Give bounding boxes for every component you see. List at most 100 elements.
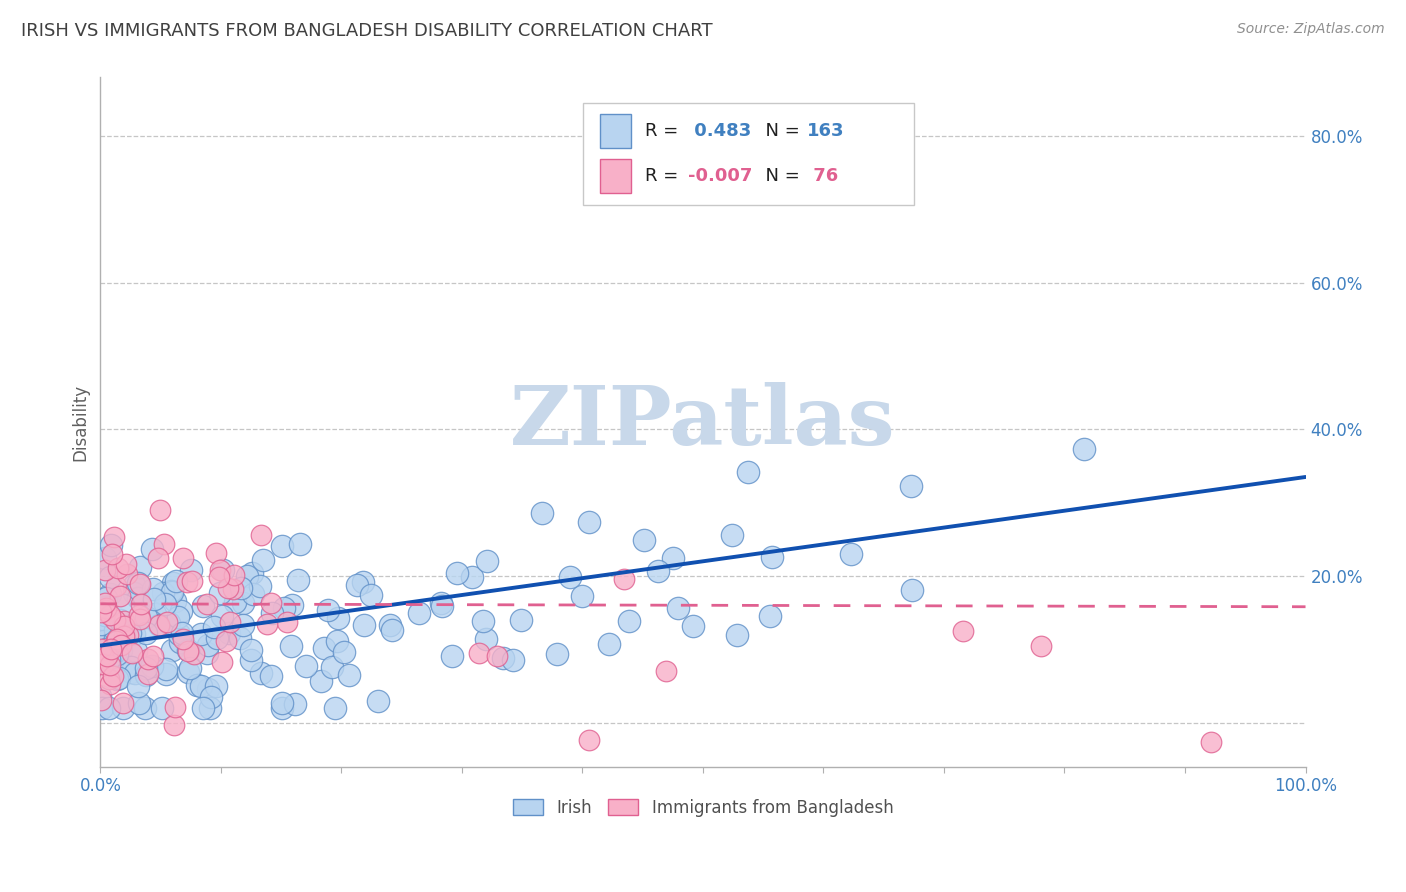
Point bbox=[112, 697, 135, 711]
Point bbox=[112, 614, 135, 628]
Point bbox=[262, 607, 284, 621]
Point bbox=[211, 655, 233, 669]
Point bbox=[134, 701, 156, 715]
Point bbox=[93, 603, 115, 617]
Point bbox=[91, 648, 114, 663]
Point bbox=[183, 647, 205, 661]
Point bbox=[98, 569, 121, 583]
Point bbox=[104, 630, 127, 644]
Point bbox=[190, 679, 212, 693]
Point bbox=[598, 637, 620, 651]
Point bbox=[461, 570, 484, 584]
Y-axis label: Disability: Disability bbox=[72, 384, 89, 460]
Point bbox=[141, 542, 163, 557]
Point bbox=[94, 597, 117, 611]
Point bbox=[492, 651, 515, 665]
Point bbox=[323, 701, 346, 715]
Point bbox=[108, 589, 131, 603]
Point bbox=[901, 582, 924, 597]
Point bbox=[91, 657, 114, 672]
Point bbox=[155, 666, 177, 681]
Point bbox=[666, 600, 689, 615]
Point bbox=[378, 617, 401, 632]
Point bbox=[91, 649, 114, 664]
Point bbox=[136, 652, 159, 666]
Point bbox=[105, 634, 128, 648]
Point bbox=[367, 694, 389, 708]
Point bbox=[284, 697, 307, 711]
Point bbox=[124, 586, 146, 600]
Point bbox=[346, 578, 368, 592]
Point bbox=[236, 569, 259, 583]
Point bbox=[153, 597, 176, 611]
Text: -0.007: -0.007 bbox=[688, 168, 752, 186]
Point bbox=[197, 638, 219, 652]
Point bbox=[208, 586, 231, 600]
Point bbox=[321, 660, 343, 674]
Point bbox=[759, 608, 782, 623]
Point bbox=[156, 615, 179, 630]
Point bbox=[224, 594, 246, 608]
Text: N =: N = bbox=[754, 168, 806, 186]
Point bbox=[316, 603, 339, 617]
Point bbox=[122, 627, 145, 641]
Point bbox=[578, 515, 600, 529]
Point bbox=[127, 575, 149, 590]
Point bbox=[839, 547, 862, 561]
Point bbox=[157, 615, 180, 630]
Point bbox=[118, 625, 141, 640]
Point bbox=[169, 635, 191, 649]
Point bbox=[94, 563, 117, 577]
Point bbox=[619, 614, 641, 628]
Point bbox=[276, 615, 298, 630]
Text: R =: R = bbox=[645, 122, 685, 140]
Point bbox=[408, 606, 430, 620]
Point bbox=[122, 577, 145, 591]
Point bbox=[150, 701, 173, 715]
Point bbox=[333, 645, 356, 659]
Point bbox=[662, 550, 685, 565]
Point bbox=[325, 634, 347, 648]
Point bbox=[172, 632, 194, 646]
Text: 0.483: 0.483 bbox=[688, 122, 751, 140]
Point bbox=[381, 623, 404, 637]
Point bbox=[205, 546, 228, 560]
Point bbox=[195, 597, 218, 611]
Point bbox=[135, 661, 157, 675]
Point bbox=[124, 665, 146, 680]
Point bbox=[280, 599, 302, 613]
Point bbox=[163, 718, 186, 732]
Point bbox=[100, 654, 122, 668]
Point bbox=[633, 533, 655, 547]
Point bbox=[142, 648, 165, 663]
Point bbox=[103, 530, 125, 544]
Point bbox=[259, 669, 281, 683]
Point bbox=[108, 613, 131, 627]
Point bbox=[193, 701, 215, 715]
Point bbox=[212, 563, 235, 577]
Point bbox=[224, 567, 246, 582]
Point bbox=[149, 503, 172, 517]
Point bbox=[165, 574, 187, 588]
Point bbox=[104, 613, 127, 627]
Point bbox=[170, 626, 193, 640]
Point bbox=[242, 566, 264, 580]
Point bbox=[191, 599, 214, 613]
Point bbox=[163, 700, 186, 714]
Point bbox=[353, 617, 375, 632]
Point bbox=[430, 599, 453, 613]
Point bbox=[232, 617, 254, 632]
Point bbox=[295, 658, 318, 673]
Point bbox=[93, 633, 115, 648]
Point bbox=[135, 609, 157, 624]
Point bbox=[613, 572, 636, 586]
Point bbox=[98, 677, 121, 691]
Point bbox=[530, 506, 553, 520]
Point bbox=[165, 594, 187, 608]
Point bbox=[181, 574, 204, 588]
Point bbox=[280, 639, 302, 653]
Point bbox=[209, 563, 232, 577]
Point bbox=[98, 658, 121, 673]
Point bbox=[148, 617, 170, 632]
Point bbox=[125, 644, 148, 658]
